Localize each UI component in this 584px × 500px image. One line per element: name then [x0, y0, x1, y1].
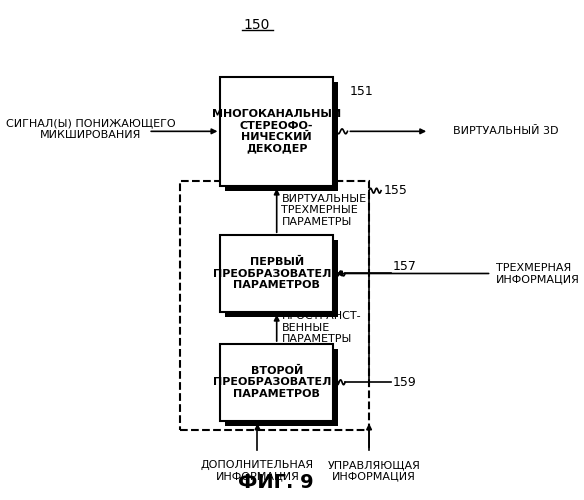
FancyBboxPatch shape [220, 235, 333, 312]
FancyBboxPatch shape [225, 82, 338, 190]
FancyBboxPatch shape [225, 349, 338, 426]
Text: ВИРТУАЛЬНЫЙ 3D: ВИРТУАЛЬНЫЙ 3D [453, 126, 558, 136]
Text: МНОГОКАНАЛЬНЫЙ
СТЕРЕОФО-
НИЧЕСКИЙ
ДЕКОДЕР: МНОГОКАНАЛЬНЫЙ СТЕРЕОФО- НИЧЕСКИЙ ДЕКОДЕ… [212, 109, 341, 154]
Text: 155: 155 [384, 184, 408, 197]
Text: ДОПОЛНИТЕЛЬНАЯ
ИНФОРМАЦИЯ: ДОПОЛНИТЕЛЬНАЯ ИНФОРМАЦИЯ [201, 460, 314, 482]
Text: 151: 151 [350, 86, 374, 98]
Text: ПЕРВЫЙ
ПРЕОБРАЗОВАТЕЛЬ
ПАРАМЕТРОВ: ПЕРВЫЙ ПРЕОБРАЗОВАТЕЛЬ ПАРАМЕТРОВ [213, 257, 340, 290]
FancyBboxPatch shape [220, 77, 333, 186]
Text: 150: 150 [243, 18, 269, 32]
Text: 159: 159 [393, 376, 417, 389]
Text: 157: 157 [393, 260, 417, 272]
Text: ТРЕХМЕРНАЯ
ИНФОРМАЦИЯ: ТРЕХМЕРНАЯ ИНФОРМАЦИЯ [496, 262, 580, 284]
Text: СИГНАЛ(Ы) ПОНИЖАЮЩЕГО
МИКШИРОВАНИЯ: СИГНАЛ(Ы) ПОНИЖАЮЩЕГО МИКШИРОВАНИЯ [6, 118, 176, 140]
FancyBboxPatch shape [220, 344, 333, 420]
FancyBboxPatch shape [225, 240, 338, 317]
Text: ПРОСТРАНСТ-
ВЕННЫЕ
ПАРАМЕТРЫ: ПРОСТРАНСТ- ВЕННЫЕ ПАРАМЕТРЫ [281, 312, 361, 344]
Text: ВИРТУАЛЬНЫЕ
ТРЕХМЕРНЫЕ
ПАРАМЕТРЫ: ВИРТУАЛЬНЫЕ ТРЕХМЕРНЫЕ ПАРАМЕТРЫ [281, 194, 367, 227]
Text: ФИГ. 9: ФИГ. 9 [238, 473, 313, 492]
Text: УПРАВЛЯЮЩАЯ
ИНФОРМАЦИЯ: УПРАВЛЯЮЩАЯ ИНФОРМАЦИЯ [328, 460, 420, 481]
Text: ВТОРОЙ
ПРЕОБРАЗОВАТЕЛЬ
ПАРАМЕТРОВ: ВТОРОЙ ПРЕОБРАЗОВАТЕЛЬ ПАРАМЕТРОВ [213, 366, 340, 399]
